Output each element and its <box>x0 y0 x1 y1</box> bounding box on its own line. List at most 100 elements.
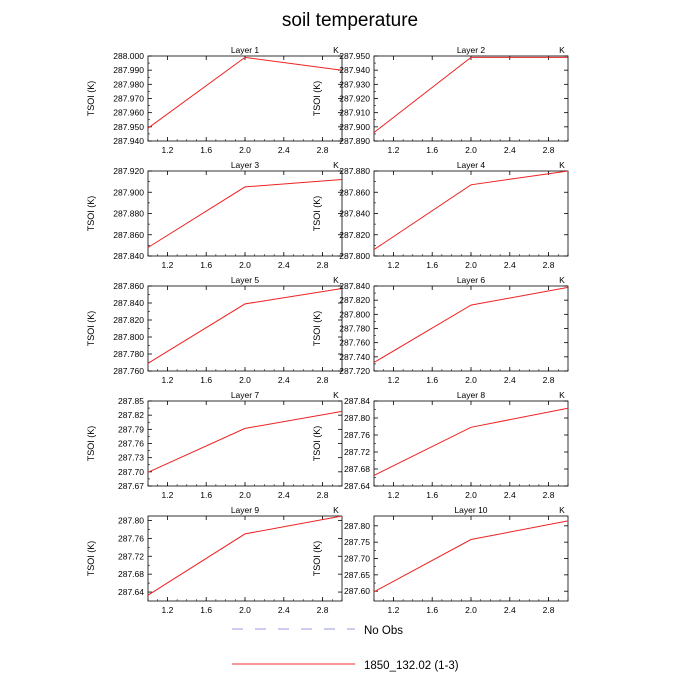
y-tick-label: 287.80 <box>118 515 144 525</box>
y-tick-label: 287.950 <box>113 122 144 132</box>
panel-layer-7: Layer 7 K TSOI (K) 287.67 287.70 287.73 287.76… <box>86 390 343 500</box>
y-tick-label: 287.64 <box>118 587 144 597</box>
y-tick-label: 287.990 <box>113 65 144 75</box>
y-axis-label: TSOI (K) <box>312 541 322 577</box>
unit-label: K <box>333 45 339 55</box>
plot-frame <box>373 55 569 142</box>
y-axis-label: TSOI (K) <box>86 426 96 462</box>
y-tick-label: 287.60 <box>344 586 370 596</box>
panel-title: Layer 6 <box>457 275 486 285</box>
y-tick-label: 287.760 <box>113 366 144 376</box>
x-tick-label: 1.2 <box>387 375 399 385</box>
series-line-1850-132-02 <box>147 179 343 248</box>
y-tick-label: 287.960 <box>113 108 144 118</box>
x-tick-label: 2.8 <box>317 145 329 155</box>
y-tick-label: 287.920 <box>339 94 370 104</box>
panel-title: Layer 1 <box>231 45 260 55</box>
y-tick-label: 287.940 <box>339 65 370 75</box>
x-tick-label: 2.0 <box>239 375 251 385</box>
y-axis-label: TSOI (K) <box>86 196 96 232</box>
y-tick-label: 287.800 <box>339 309 370 319</box>
y-tick-label: 287.76 <box>118 439 144 449</box>
y-tick-label: 287.80 <box>344 413 370 423</box>
y-tick-label: 287.950 <box>339 51 370 61</box>
y-axis-label: TSOI (K) <box>86 541 96 577</box>
x-tick-label: 2.8 <box>317 260 329 270</box>
y-axis-label: TSOI (K) <box>312 196 322 232</box>
x-tick-label: 2.8 <box>317 375 329 385</box>
x-tick-label: 2.4 <box>278 375 290 385</box>
x-tick-label: 1.2 <box>161 375 173 385</box>
panel-layer-9: Layer 9 K TSOI (K) 287.64 287.68 287.72 287.76… <box>86 505 343 615</box>
x-tick-label: 2.8 <box>543 605 555 615</box>
x-tick-label: 2.4 <box>278 605 290 615</box>
panel-title: Layer 3 <box>231 160 260 170</box>
y-tick-label: 287.800 <box>339 251 370 261</box>
unit-label: K <box>559 275 565 285</box>
plot-frame <box>373 515 569 602</box>
y-tick-label: 287.76 <box>344 430 370 440</box>
y-axis-label: TSOI (K) <box>312 311 322 347</box>
unit-label: K <box>559 390 565 400</box>
x-tick-label: 2.4 <box>278 145 290 155</box>
panel-layer-3: Layer 3 K TSOI (K) 287.840 287.860 287.880 287… <box>86 160 343 270</box>
panel-title: Layer 10 <box>454 505 487 515</box>
unit-label: K <box>559 45 565 55</box>
y-tick-label: 287.64 <box>344 481 370 491</box>
x-tick-label: 2.0 <box>465 490 477 500</box>
series-line-1850-132-02 <box>147 410 343 473</box>
y-tick-label: 287.760 <box>339 338 370 348</box>
unit-label: K <box>333 160 339 170</box>
x-tick-label: 2.0 <box>465 145 477 155</box>
x-tick-label: 1.6 <box>200 375 212 385</box>
x-tick-label: 2.0 <box>239 605 251 615</box>
x-tick-label: 2.4 <box>504 490 516 500</box>
y-tick-label: 287.820 <box>339 230 370 240</box>
series-line-1850-132-02 <box>373 56 568 133</box>
x-tick-label: 2.0 <box>465 375 477 385</box>
unit-label: K <box>559 160 565 170</box>
x-tick-label: 1.6 <box>200 605 212 615</box>
y-tick-label: 287.780 <box>339 324 370 334</box>
x-tick-label: 2.0 <box>239 260 251 270</box>
y-tick-label: 287.880 <box>113 209 144 219</box>
y-tick-label: 287.79 <box>118 424 144 434</box>
x-tick-label: 1.2 <box>161 260 173 270</box>
x-tick-label: 1.6 <box>200 490 212 500</box>
y-tick-label: 287.820 <box>113 315 144 325</box>
y-tick-label: 287.740 <box>339 352 370 362</box>
y-tick-label: 287.980 <box>113 79 144 89</box>
panel-layer-8: Layer 8 K TSOI (K) 287.64 287.68 287.72 287.76… <box>312 390 569 500</box>
series-line-1850-132-02 <box>373 520 569 593</box>
plot-frame <box>373 285 569 372</box>
unit-label: K <box>333 275 339 285</box>
x-tick-label: 1.2 <box>387 145 399 155</box>
y-tick-label: 287.900 <box>113 187 144 197</box>
panel-layer-2: Layer 2 K TSOI (K) 287.890 287.900 287.910 287… <box>312 45 569 155</box>
series-line-1850-132-02 <box>147 56 343 129</box>
x-tick-label: 2.0 <box>465 605 477 615</box>
panel-layer-1: Layer 1 K TSOI (K) 287.940 287.950 287.960 287… <box>86 45 343 155</box>
panel-layer-6: Layer 6 K TSOI (K) 287.720 287.740 287.760 287… <box>312 275 569 385</box>
x-tick-label: 2.8 <box>317 605 329 615</box>
x-tick-label: 1.6 <box>426 145 438 155</box>
y-tick-label: 287.840 <box>339 281 370 291</box>
y-tick-label: 287.720 <box>339 366 370 376</box>
x-tick-label: 1.6 <box>426 260 438 270</box>
x-tick-label: 2.0 <box>465 260 477 270</box>
y-axis-label: TSOI (K) <box>86 311 96 347</box>
series-line-1850-132-02 <box>373 170 569 251</box>
x-tick-label: 1.2 <box>161 490 173 500</box>
series-line-1850-132-02 <box>373 407 569 476</box>
y-tick-label: 287.68 <box>344 464 370 474</box>
x-tick-label: 2.8 <box>543 260 555 270</box>
y-tick-label: 287.970 <box>113 94 144 104</box>
x-tick-label: 2.8 <box>543 145 555 155</box>
y-tick-label: 287.72 <box>344 447 370 457</box>
y-tick-label: 287.840 <box>113 251 144 261</box>
series-line-1850-132-02 <box>147 288 343 364</box>
panel-title: Layer 5 <box>231 275 260 285</box>
y-tick-label: 287.76 <box>118 533 144 543</box>
panel-layer-4: Layer 4 K TSOI (K) 287.800 287.820 287.840 287… <box>312 160 569 270</box>
